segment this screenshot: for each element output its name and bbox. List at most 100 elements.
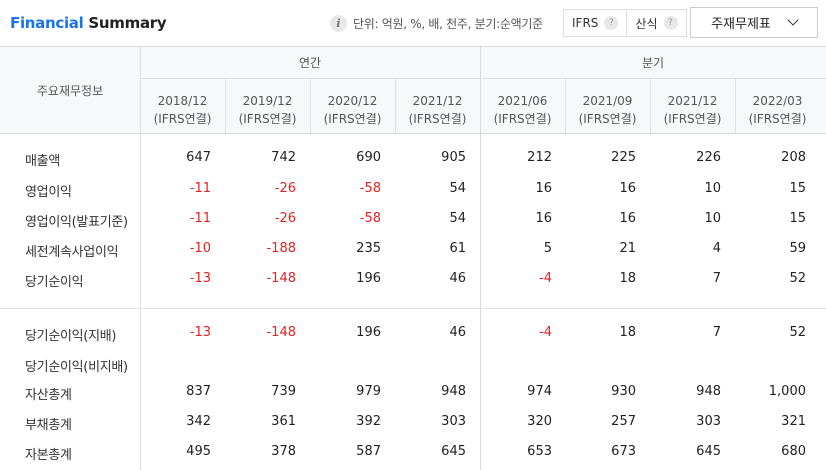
table-cell: 16	[619, 211, 636, 226]
table-cell: 495	[186, 444, 211, 459]
group-quarterly: 분기	[641, 56, 665, 70]
group-annual: 연간	[298, 56, 322, 70]
period-header: 2021/12 (IFRS연결)	[395, 92, 480, 128]
period-header: 2021/09 (IFRS연결)	[565, 92, 650, 128]
row-label: 세전계속사업이익	[25, 245, 119, 260]
table-cell: 587	[356, 444, 381, 459]
period-divider	[310, 78, 311, 134]
period-date: 2020/12	[327, 94, 378, 108]
table-cell: 16	[535, 181, 552, 196]
table-cell: 739	[271, 384, 296, 399]
table-cell: -26	[274, 181, 296, 196]
header-subdivider	[140, 78, 826, 79]
table-cell: 303	[441, 414, 466, 429]
table-cell: 16	[619, 181, 636, 196]
period-date: 2021/06	[497, 94, 548, 108]
table-cell: -148	[266, 271, 296, 286]
period-date: 2018/12	[157, 94, 208, 108]
table-cell: 690	[356, 150, 381, 165]
table-cell: 392	[356, 414, 381, 429]
table-cell: 5	[543, 241, 552, 256]
period-header: 2020/12 (IFRS연결)	[310, 92, 395, 128]
period-header: 2022/03 (IFRS연결)	[735, 92, 820, 128]
table-cell: -4	[539, 325, 552, 340]
col-divider	[140, 46, 141, 470]
table-cell: 15	[789, 211, 806, 226]
table-cell: 7	[712, 271, 721, 286]
period-basis: (IFRS연결)	[323, 112, 382, 126]
statement-select-label: 주재무제표	[711, 17, 771, 32]
row-label: 당기순이익	[25, 275, 84, 290]
table-cell: 212	[527, 150, 552, 165]
period-divider	[395, 78, 396, 134]
table-cell: 1,000	[768, 384, 806, 399]
formula-toggle-button[interactable]: 산식 ?	[627, 10, 685, 36]
table-cell: 645	[441, 444, 466, 459]
summary-header: Financial Summary i 단위: 억원, %, 배, 천주, 분기…	[0, 0, 826, 46]
table-cell: 303	[696, 414, 721, 429]
title-summary: Summary	[88, 14, 167, 32]
table-cell: 46	[449, 325, 466, 340]
table-cell: -26	[274, 211, 296, 226]
chevron-down-icon	[787, 14, 799, 26]
basis-toggle: IFRS ? 산식 ?	[563, 9, 687, 37]
period-basis: (IFRS연결)	[578, 112, 637, 126]
row-label: 자산총계	[25, 388, 72, 403]
table-cell: 905	[441, 150, 466, 165]
info-icon[interactable]: i	[330, 15, 347, 32]
unit-text: 단위: 억원, %, 배, 천주, 분기:순액기준	[353, 17, 543, 31]
period-date: 2021/12	[667, 94, 718, 108]
period-date: 2021/09	[582, 94, 633, 108]
table-cell: 46	[449, 271, 466, 286]
table-cell: 235	[356, 241, 381, 256]
table-cell: -58	[359, 181, 381, 196]
period-basis: (IFRS연결)	[748, 112, 807, 126]
formula-label: 산식	[635, 16, 658, 31]
table-cell: -11	[189, 181, 211, 196]
ifrs-label: IFRS	[572, 16, 599, 30]
table-cell: 226	[696, 150, 721, 165]
row-label: 영업이익	[25, 185, 72, 200]
period-header: 2021/12 (IFRS연결)	[650, 92, 735, 128]
table-cell: 16	[535, 211, 552, 226]
row-label: 영업이익(발표기준)	[25, 215, 128, 230]
table-cell: 647	[186, 150, 211, 165]
period-divider	[650, 78, 651, 134]
table-cell: 321	[781, 414, 806, 429]
corner-label: 주요재무정보	[36, 84, 104, 98]
period-basis: (IFRS연결)	[493, 112, 552, 126]
table-cell: 196	[356, 325, 381, 340]
table-cell: 342	[186, 414, 211, 429]
table-cell: -188	[266, 241, 296, 256]
table-cell: -13	[189, 271, 211, 286]
ifrs-toggle-button[interactable]: IFRS ?	[564, 10, 628, 36]
table-cell: 4	[712, 241, 721, 256]
table-cell: 948	[441, 384, 466, 399]
table-cell: -11	[189, 211, 211, 226]
period-basis: (IFRS연결)	[408, 112, 467, 126]
table-cell: 15	[789, 181, 806, 196]
ifrs-help-icon[interactable]: ?	[604, 16, 619, 30]
statement-select[interactable]: 주재무제표	[690, 7, 818, 38]
page-title: Financial Summary	[10, 14, 167, 32]
table-cell: 54	[449, 181, 466, 196]
row-label: 자본총계	[25, 448, 72, 463]
period-header: 2019/12 (IFRS연결)	[225, 92, 310, 128]
period-divider	[565, 78, 566, 134]
table-cell: 59	[789, 241, 806, 256]
table-cell: 645	[696, 444, 721, 459]
table-cell: 378	[271, 444, 296, 459]
table-cell: -13	[189, 325, 211, 340]
table-cell: 52	[789, 325, 806, 340]
period-divider	[735, 78, 736, 134]
title-financial: Financial	[10, 14, 84, 32]
table-cell: 948	[696, 384, 721, 399]
group-divider	[480, 46, 481, 470]
formula-help-icon[interactable]: ?	[663, 16, 678, 30]
table-cell: 208	[781, 150, 806, 165]
period-header: 2021/06 (IFRS연결)	[480, 92, 565, 128]
table-cell: 361	[271, 414, 296, 429]
table-header	[0, 46, 826, 134]
table-cell: 320	[527, 414, 552, 429]
table-cell: 974	[527, 384, 552, 399]
